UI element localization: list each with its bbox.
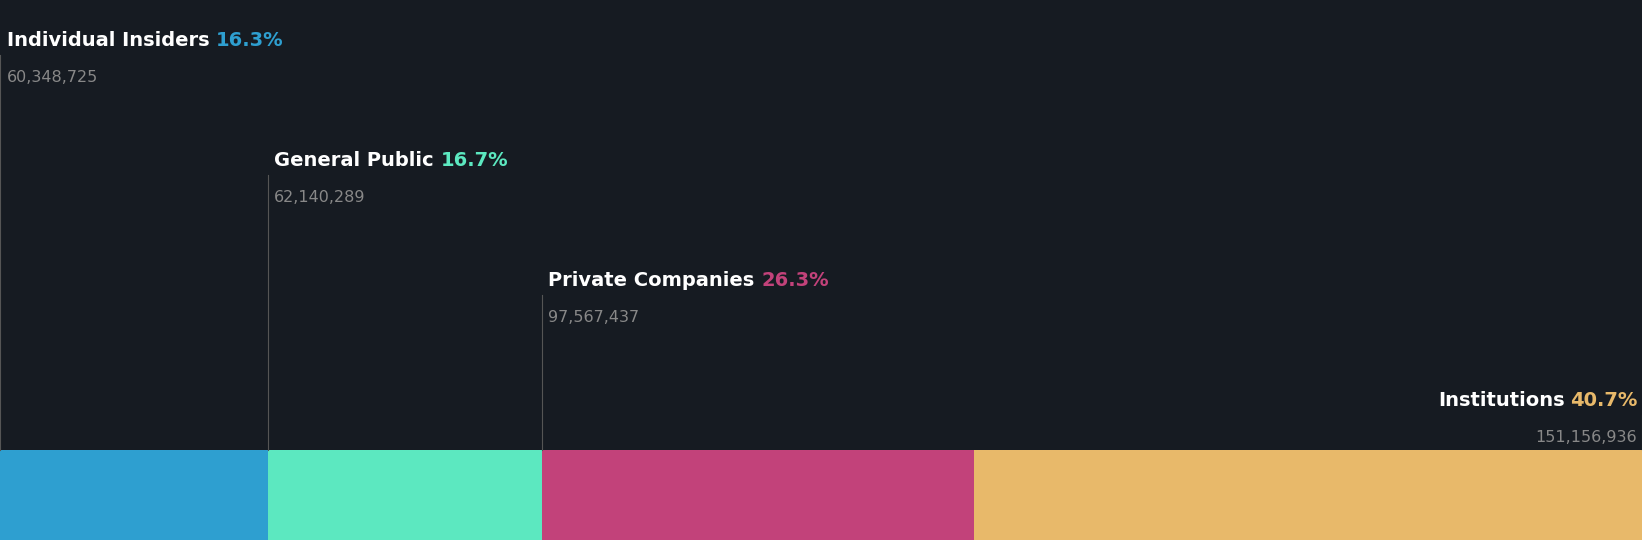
Bar (974, 450, 1642, 540)
Text: 26.3%: 26.3% (762, 271, 829, 290)
Text: 16.7%: 16.7% (440, 151, 509, 170)
Text: General Public: General Public (274, 151, 440, 170)
Text: Institutions: Institutions (1438, 391, 1565, 410)
Text: 40.7%: 40.7% (1570, 391, 1637, 410)
Text: 16.3%: 16.3% (217, 31, 284, 50)
Text: 60,348,725: 60,348,725 (7, 70, 99, 85)
Text: 97,567,437: 97,567,437 (548, 310, 639, 325)
Text: 62,140,289: 62,140,289 (274, 190, 366, 205)
Text: Individual Insiders: Individual Insiders (7, 31, 217, 50)
Text: Private Companies: Private Companies (548, 271, 762, 290)
Bar (0, 450, 268, 540)
Bar (268, 450, 542, 540)
Text: 151,156,936: 151,156,936 (1535, 430, 1637, 445)
Bar (542, 450, 974, 540)
